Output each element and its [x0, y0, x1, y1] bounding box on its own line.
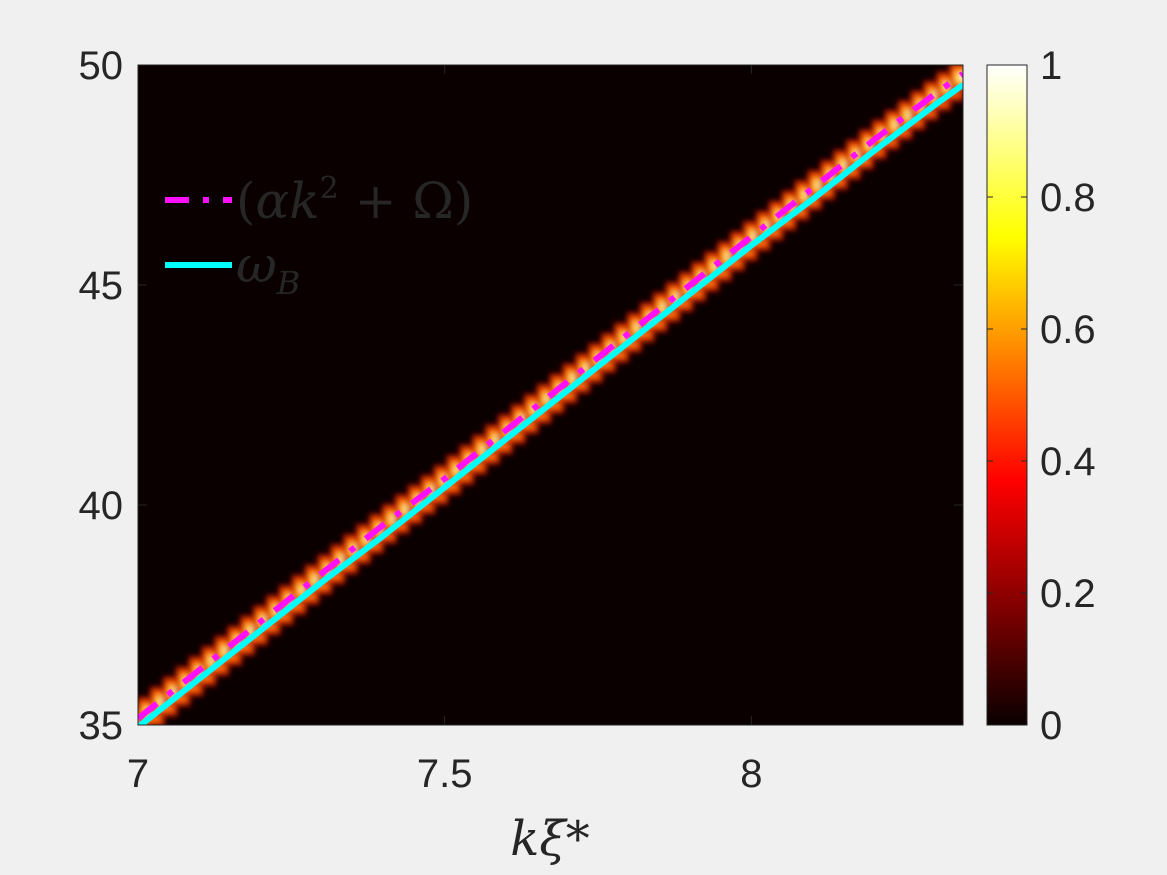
- colorbar-tick-label: 0.2: [1040, 572, 1096, 616]
- y-tick-label: 45: [79, 264, 124, 308]
- x-axis-label: kξ*: [510, 811, 590, 867]
- colorbar-ticks: 0 0.2 0.4 0.6 0.8 1: [987, 44, 1096, 748]
- plot-frame: [137, 64, 964, 726]
- x-tick-label: 7.5: [417, 752, 473, 796]
- legend: (αk2 + Ω) ωB: [165, 171, 473, 302]
- axis-ticks: 7 7.5 8 35 40 45 50: [79, 44, 963, 796]
- colorbar-tick-label: 0.4: [1040, 440, 1096, 484]
- legend-entry-1: (αk2 + Ω): [236, 171, 473, 230]
- legend-entry-2: ωB: [236, 236, 300, 302]
- colorbar: [986, 64, 1028, 726]
- y-tick-label: 35: [79, 704, 124, 748]
- series-line-dashed: [138, 71, 963, 721]
- colorbar-tick-label: 0.6: [1040, 308, 1096, 352]
- y-tick-label: 40: [79, 484, 124, 528]
- colorbar-tick-label: 1: [1040, 44, 1062, 88]
- y-tick-label: 50: [79, 44, 124, 88]
- series-line-solid: [138, 82, 963, 725]
- x-tick-label: 8: [740, 752, 762, 796]
- x-tick-label: 7: [127, 752, 149, 796]
- colorbar-tick-label: 0.8: [1040, 176, 1096, 220]
- colorbar-tick-label: 0: [1040, 704, 1062, 748]
- series-lines: [138, 71, 963, 725]
